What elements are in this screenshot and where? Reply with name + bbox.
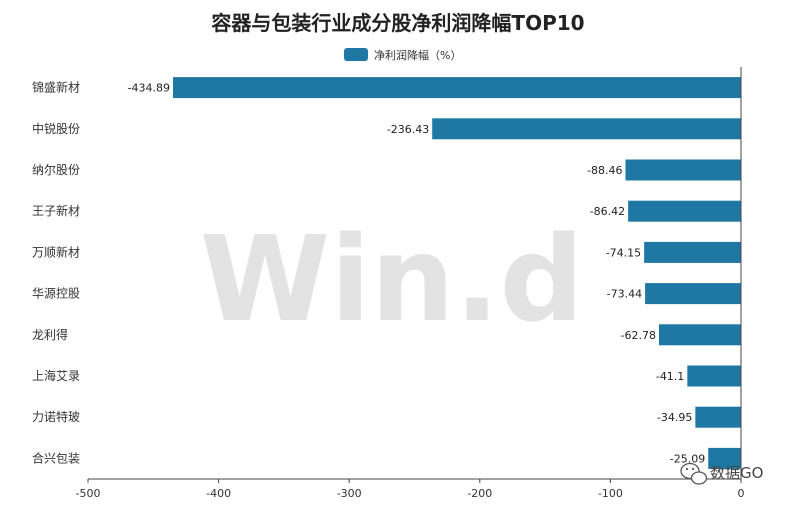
bar (173, 77, 741, 99)
data-label: -25.09 (670, 452, 705, 465)
bar (659, 324, 741, 346)
data-label: -86.42 (590, 205, 625, 218)
axes (87, 67, 742, 483)
data-labels: -434.89 -236.43 -88.46 -86.42 -74.15 -73.44 -6… (128, 82, 706, 466)
x-tick-label: -100 (598, 487, 623, 500)
data-label: -41.1 (656, 370, 684, 383)
x-tick-label: -200 (467, 487, 492, 500)
category-label: 王子新材 (32, 203, 80, 218)
category-label: 中锐股份 (32, 121, 80, 136)
legend: 净利润降幅（%） (344, 48, 461, 62)
data-label: -34.95 (657, 411, 692, 424)
bar (708, 447, 741, 469)
x-tick-label: -500 (76, 487, 101, 500)
data-label: -236.43 (387, 123, 429, 136)
chart-title: 容器与包装行业成分股净利润降幅TOP10 (211, 11, 584, 35)
data-label: -62.78 (621, 329, 656, 342)
category-label: 纳尔股份 (32, 162, 80, 177)
bar (625, 159, 741, 181)
legend-label: 净利润降幅（%） (374, 48, 461, 62)
category-label: 合兴包装 (32, 450, 80, 465)
x-tick-labels: -500 -400 -300 -200 -100 0 (76, 487, 745, 500)
bar (644, 241, 741, 263)
category-label: 上海艾录 (32, 368, 80, 383)
bar (432, 118, 741, 140)
bar (687, 365, 741, 387)
x-tick-label: -300 (337, 487, 362, 500)
wind-watermark: Win.d (200, 210, 584, 348)
data-label: -73.44 (607, 288, 642, 301)
category-label: 力诺特玻 (32, 409, 80, 424)
data-label: -74.15 (606, 246, 641, 259)
category-label: 锦盛新材 (32, 80, 80, 95)
brand-mark: 数据GO (680, 462, 763, 485)
category-label: 华源控股 (32, 287, 80, 301)
legend-swatch (344, 48, 368, 61)
data-label: -88.46 (587, 164, 622, 177)
brand-label: 数据GO (710, 464, 763, 482)
bar (695, 406, 741, 428)
x-tick-label: 0 (738, 487, 745, 500)
category-label: 龙利得 (32, 327, 68, 342)
wechat-icon (680, 462, 708, 485)
x-tick-label: -400 (206, 487, 231, 500)
bar (645, 283, 741, 305)
data-label: -434.89 (128, 82, 170, 95)
bars-group (173, 77, 741, 469)
category-label: 万顺新材 (32, 244, 80, 259)
bar (628, 200, 741, 222)
